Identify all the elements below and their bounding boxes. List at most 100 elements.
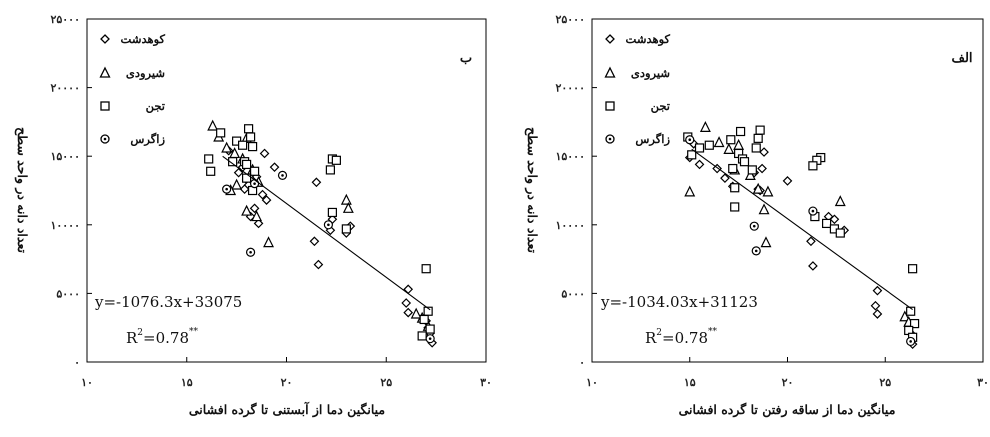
point-diamond [249,203,260,214]
point-square [739,157,750,167]
legend-label-zagros: زاگرس [635,131,670,147]
point-triangle [231,178,243,190]
point-diamond [403,307,414,318]
point-circle-dot [253,182,256,185]
point-square [417,331,427,341]
r-squared-sup: 2 [656,328,662,338]
y-tick-label: ۰ [579,356,585,369]
point-diamond [309,236,320,247]
legend-diamond-icon [605,34,615,44]
legend: کوهدشت شیرودی تجن زاگرس [604,32,671,147]
point-square [909,318,920,329]
point-circle-dot [752,224,756,228]
point-triangle [263,236,275,248]
point-diamond [720,173,730,184]
point-triangle [760,236,772,248]
point-triangle [207,119,219,131]
point-circle-dot [754,249,758,253]
point-triangle [762,185,774,197]
trendline [222,155,431,311]
point-square [247,141,258,152]
point-square [331,155,341,165]
point-circle [249,179,260,189]
point-diamond [872,285,883,296]
point-square [238,140,248,150]
point-diamond [757,163,767,174]
point-diamond [870,300,881,311]
point-circle [277,170,288,181]
point-circle [425,334,435,344]
y-tick-label: ۲۵۰۰۰ [555,13,585,26]
point-circle-dot [249,250,252,254]
legend-label-tajan: تجن [651,99,671,114]
point-triangle [758,203,770,215]
point-circle [245,247,256,257]
x-axis: ۱۰ ۱۵ ۲۰ ۲۵ ۳۰ [81,357,492,389]
point-circle-dot [688,138,692,142]
point-square [341,224,351,234]
r-squared: R2=0.78** [126,327,199,347]
point-circle-dot [281,174,284,177]
data-points [204,119,437,348]
point-square [704,140,714,150]
point-triangle [723,142,735,154]
x-tick-label: ۲۰ [782,376,794,389]
point-square [425,324,435,334]
point-triangle [251,210,263,222]
legend-square-icon [100,101,110,111]
point-circle-dot [811,209,815,213]
point-triangle [713,136,725,148]
y-tick-label: ۲۰۰۰۰ [50,82,80,95]
x-tick-label: ۱۰ [81,376,93,389]
point-diamond [782,176,793,186]
point-square [747,165,757,175]
y-tick-label: ۲۵۰۰۰ [50,13,80,26]
data-points [683,121,920,350]
point-triangle [340,193,352,205]
y-tick-label: ۵۰۰۰ [56,287,80,300]
legend: کوهدشت شیرودی تجن زاگرس [99,32,166,147]
x-axis-title: میانگین دما از آبستنی تا گرده افشانی [189,401,386,418]
point-triangle [744,169,756,181]
regression-equation: y=-1034.03x+31123 [600,293,758,311]
panel-alef: ۱۰ ۱۵ ۲۰ ۲۵ ۳۰ ۰ ۵۰۰۰ ۱۰۰۰۰ ۱۵۰۰۰ ۲۰۰۰۰ ۲۵۰۰۰ کوه… [524,13,989,418]
point-diamond [311,177,322,188]
y-tick-label: ۱۵۰۰۰ [555,150,585,163]
point-triangle [834,195,846,207]
x-tick-label: ۲۰ [281,376,293,389]
panel-label: ب [460,51,472,66]
legend-diamond-icon [100,34,110,44]
point-diamond [261,195,272,205]
point-diamond [253,218,264,229]
point-diamond [872,309,883,319]
y-axis-title: تعداد دانه در واحد سطح [14,127,30,253]
point-square [753,133,763,143]
point-circle [751,246,761,256]
panel-b: ۱۰ ۱۵ ۲۰ ۲۵ ۳۰ ۰ ۵۰۰۰ ۱۰۰۰۰ ۱۵۰۰۰ ۲۰۰۰۰ ۲۵۰۰۰ کوه… [14,13,492,418]
point-circle [222,184,232,194]
y-tick-label: ۰ [74,356,80,369]
x-tick-label: ۱۰ [586,376,598,389]
r-squared-label: R [645,329,657,347]
legend-label-shiroudi: شیرودی [126,66,165,81]
y-tick-label: ۵۰۰۰ [561,287,585,300]
point-diamond [239,184,250,194]
y-tick-label: ۱۰۰۰۰ [50,219,80,232]
point-diamond [808,261,818,271]
legend-circle-dot-icon [608,137,612,141]
point-square [327,207,337,218]
point-circle [906,336,916,347]
x-tick-label: ۲۵ [380,376,392,389]
legend-circle-dot-icon [103,137,107,141]
legend-label-kuhdasht: کوهدشت [121,32,166,47]
legend-label-shiroudi: شیرودی [631,66,670,81]
trendline [691,148,913,310]
point-circle-dot [428,337,432,340]
point-square [242,159,252,170]
point-triangle [733,138,745,150]
x-tick-label: ۳۰ [480,376,492,389]
legend-triangle-icon [99,66,111,78]
point-square [726,135,736,145]
point-square [687,150,697,160]
r-squared-label: R [126,329,138,347]
